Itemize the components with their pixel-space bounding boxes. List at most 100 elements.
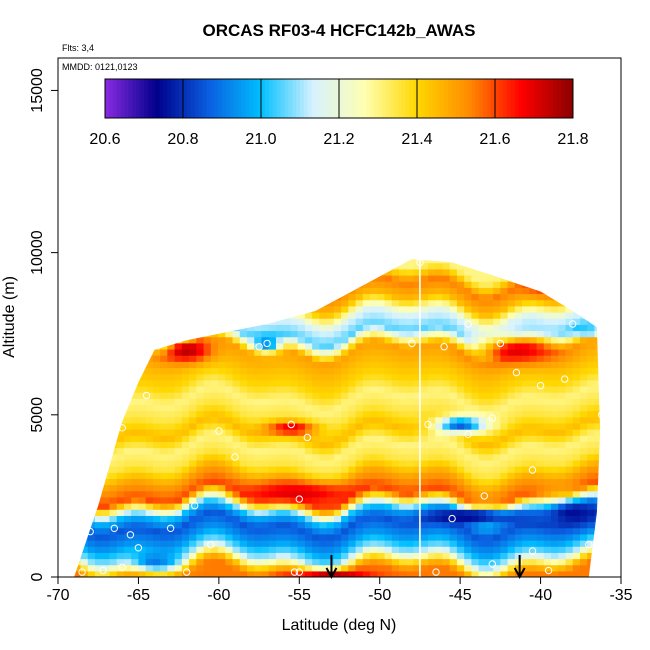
heatmap-cell bbox=[254, 558, 263, 566]
heatmap-cell bbox=[551, 404, 559, 412]
heatmap-cell bbox=[297, 268, 306, 276]
heatmap-cell bbox=[406, 570, 415, 577]
heatmap-cell bbox=[102, 392, 111, 399]
heatmap-cell bbox=[74, 453, 82, 461]
heatmap-cell bbox=[529, 262, 538, 270]
heatmap-cell bbox=[152, 540, 161, 547]
heatmap-cell bbox=[66, 269, 74, 276]
heatmap-cell bbox=[522, 318, 530, 325]
heatmap-cell bbox=[551, 570, 559, 577]
heatmap-cell bbox=[174, 348, 183, 356]
heatmap-cell bbox=[152, 490, 161, 498]
heatmap-cell bbox=[326, 453, 335, 461]
heatmap-cell bbox=[160, 459, 168, 467]
heatmap-cell bbox=[254, 503, 263, 510]
heatmap-cell bbox=[341, 422, 349, 430]
heatmap-cell bbox=[616, 287, 624, 294]
heatmap-cell bbox=[80, 311, 89, 319]
heatmap-cell bbox=[391, 429, 400, 436]
heatmap-cell bbox=[95, 521, 103, 529]
heatmap-cell bbox=[508, 250, 516, 257]
heatmap-cell bbox=[341, 268, 349, 276]
heatmap-cell bbox=[232, 429, 241, 436]
heatmap-cell bbox=[66, 318, 74, 325]
heatmap-cell bbox=[442, 281, 451, 288]
heatmap-cell bbox=[225, 509, 234, 516]
heatmap-cell bbox=[232, 496, 241, 504]
heatmap-cell bbox=[312, 410, 320, 418]
heatmap-cell bbox=[536, 404, 545, 412]
heatmap-cell bbox=[131, 287, 140, 295]
heatmap-cell bbox=[485, 546, 494, 553]
heatmap-cell bbox=[290, 287, 299, 295]
heatmap-cell bbox=[138, 496, 147, 504]
heatmap-cell bbox=[449, 305, 458, 313]
heatmap-cell bbox=[449, 259, 458, 264]
heatmap-cell bbox=[435, 287, 444, 295]
heatmap-cell bbox=[500, 336, 509, 344]
heatmap-cell bbox=[160, 429, 168, 436]
heatmap-cell bbox=[565, 361, 574, 369]
heatmap-cell bbox=[95, 287, 103, 295]
heatmap-cell bbox=[74, 318, 82, 325]
heatmap-cell bbox=[261, 281, 270, 288]
heatmap-cell bbox=[333, 546, 342, 553]
heatmap-cell bbox=[131, 472, 140, 479]
heatmap-cell bbox=[239, 293, 248, 301]
colorbar-swatch bbox=[323, 79, 328, 118]
heatmap-cell bbox=[102, 275, 111, 282]
colorbar-swatch bbox=[553, 79, 558, 118]
heatmap-cell bbox=[456, 275, 465, 282]
heatmap-cell bbox=[594, 318, 601, 325]
heatmap-cell bbox=[602, 534, 610, 541]
heatmap-cell bbox=[356, 244, 364, 251]
heatmap-cell bbox=[123, 392, 132, 399]
heatmap-cell bbox=[442, 546, 451, 553]
heatmap-cell bbox=[522, 558, 530, 566]
heatmap-cell bbox=[384, 546, 393, 553]
heatmap-cell bbox=[189, 250, 197, 257]
heatmap-cell bbox=[471, 540, 480, 547]
heatmap-cell bbox=[74, 330, 82, 338]
heatmap-cell bbox=[522, 546, 530, 553]
heatmap-cell bbox=[341, 287, 349, 295]
heatmap-cell bbox=[370, 324, 378, 332]
heatmap-cell bbox=[587, 527, 596, 535]
heatmap-cell bbox=[290, 385, 299, 393]
heatmap-cell bbox=[196, 521, 205, 529]
heatmap-cell bbox=[160, 404, 168, 412]
heatmap-cell bbox=[218, 453, 226, 461]
heatmap-cell bbox=[435, 540, 444, 547]
heatmap-cell bbox=[261, 453, 270, 461]
colorbar-swatch bbox=[459, 79, 465, 118]
heatmap-cell bbox=[406, 441, 415, 449]
heatmap-cell bbox=[304, 490, 313, 498]
heatmap-cell bbox=[500, 259, 509, 264]
heatmap-cell bbox=[507, 564, 516, 572]
heatmap-cell bbox=[551, 311, 559, 319]
heatmap-cell bbox=[377, 293, 386, 301]
heatmap-cell bbox=[326, 466, 335, 473]
heatmap-cell bbox=[254, 552, 263, 560]
heatmap-cell bbox=[160, 324, 168, 332]
heatmap-cell bbox=[210, 330, 219, 338]
heatmap-cell bbox=[399, 435, 407, 443]
heatmap-cell bbox=[80, 385, 89, 393]
heatmap-cell bbox=[95, 244, 103, 251]
heatmap-cell bbox=[239, 287, 248, 295]
heatmap-cell bbox=[254, 546, 263, 553]
heatmap-cell bbox=[290, 410, 299, 418]
heatmap-cell bbox=[391, 311, 400, 319]
heatmap-cell bbox=[254, 466, 263, 473]
heatmap-cell bbox=[362, 509, 371, 516]
heatmap-cell bbox=[268, 429, 277, 436]
heatmap-cell bbox=[594, 503, 601, 510]
heatmap-cell bbox=[355, 410, 364, 418]
heatmap-cell bbox=[333, 521, 342, 529]
heatmap-cell bbox=[312, 441, 320, 449]
heatmap-cell bbox=[478, 373, 487, 381]
heatmap-cell bbox=[435, 410, 444, 418]
heatmap-cell bbox=[514, 484, 523, 492]
heatmap-cell bbox=[275, 373, 284, 381]
heatmap-cell bbox=[196, 259, 205, 264]
